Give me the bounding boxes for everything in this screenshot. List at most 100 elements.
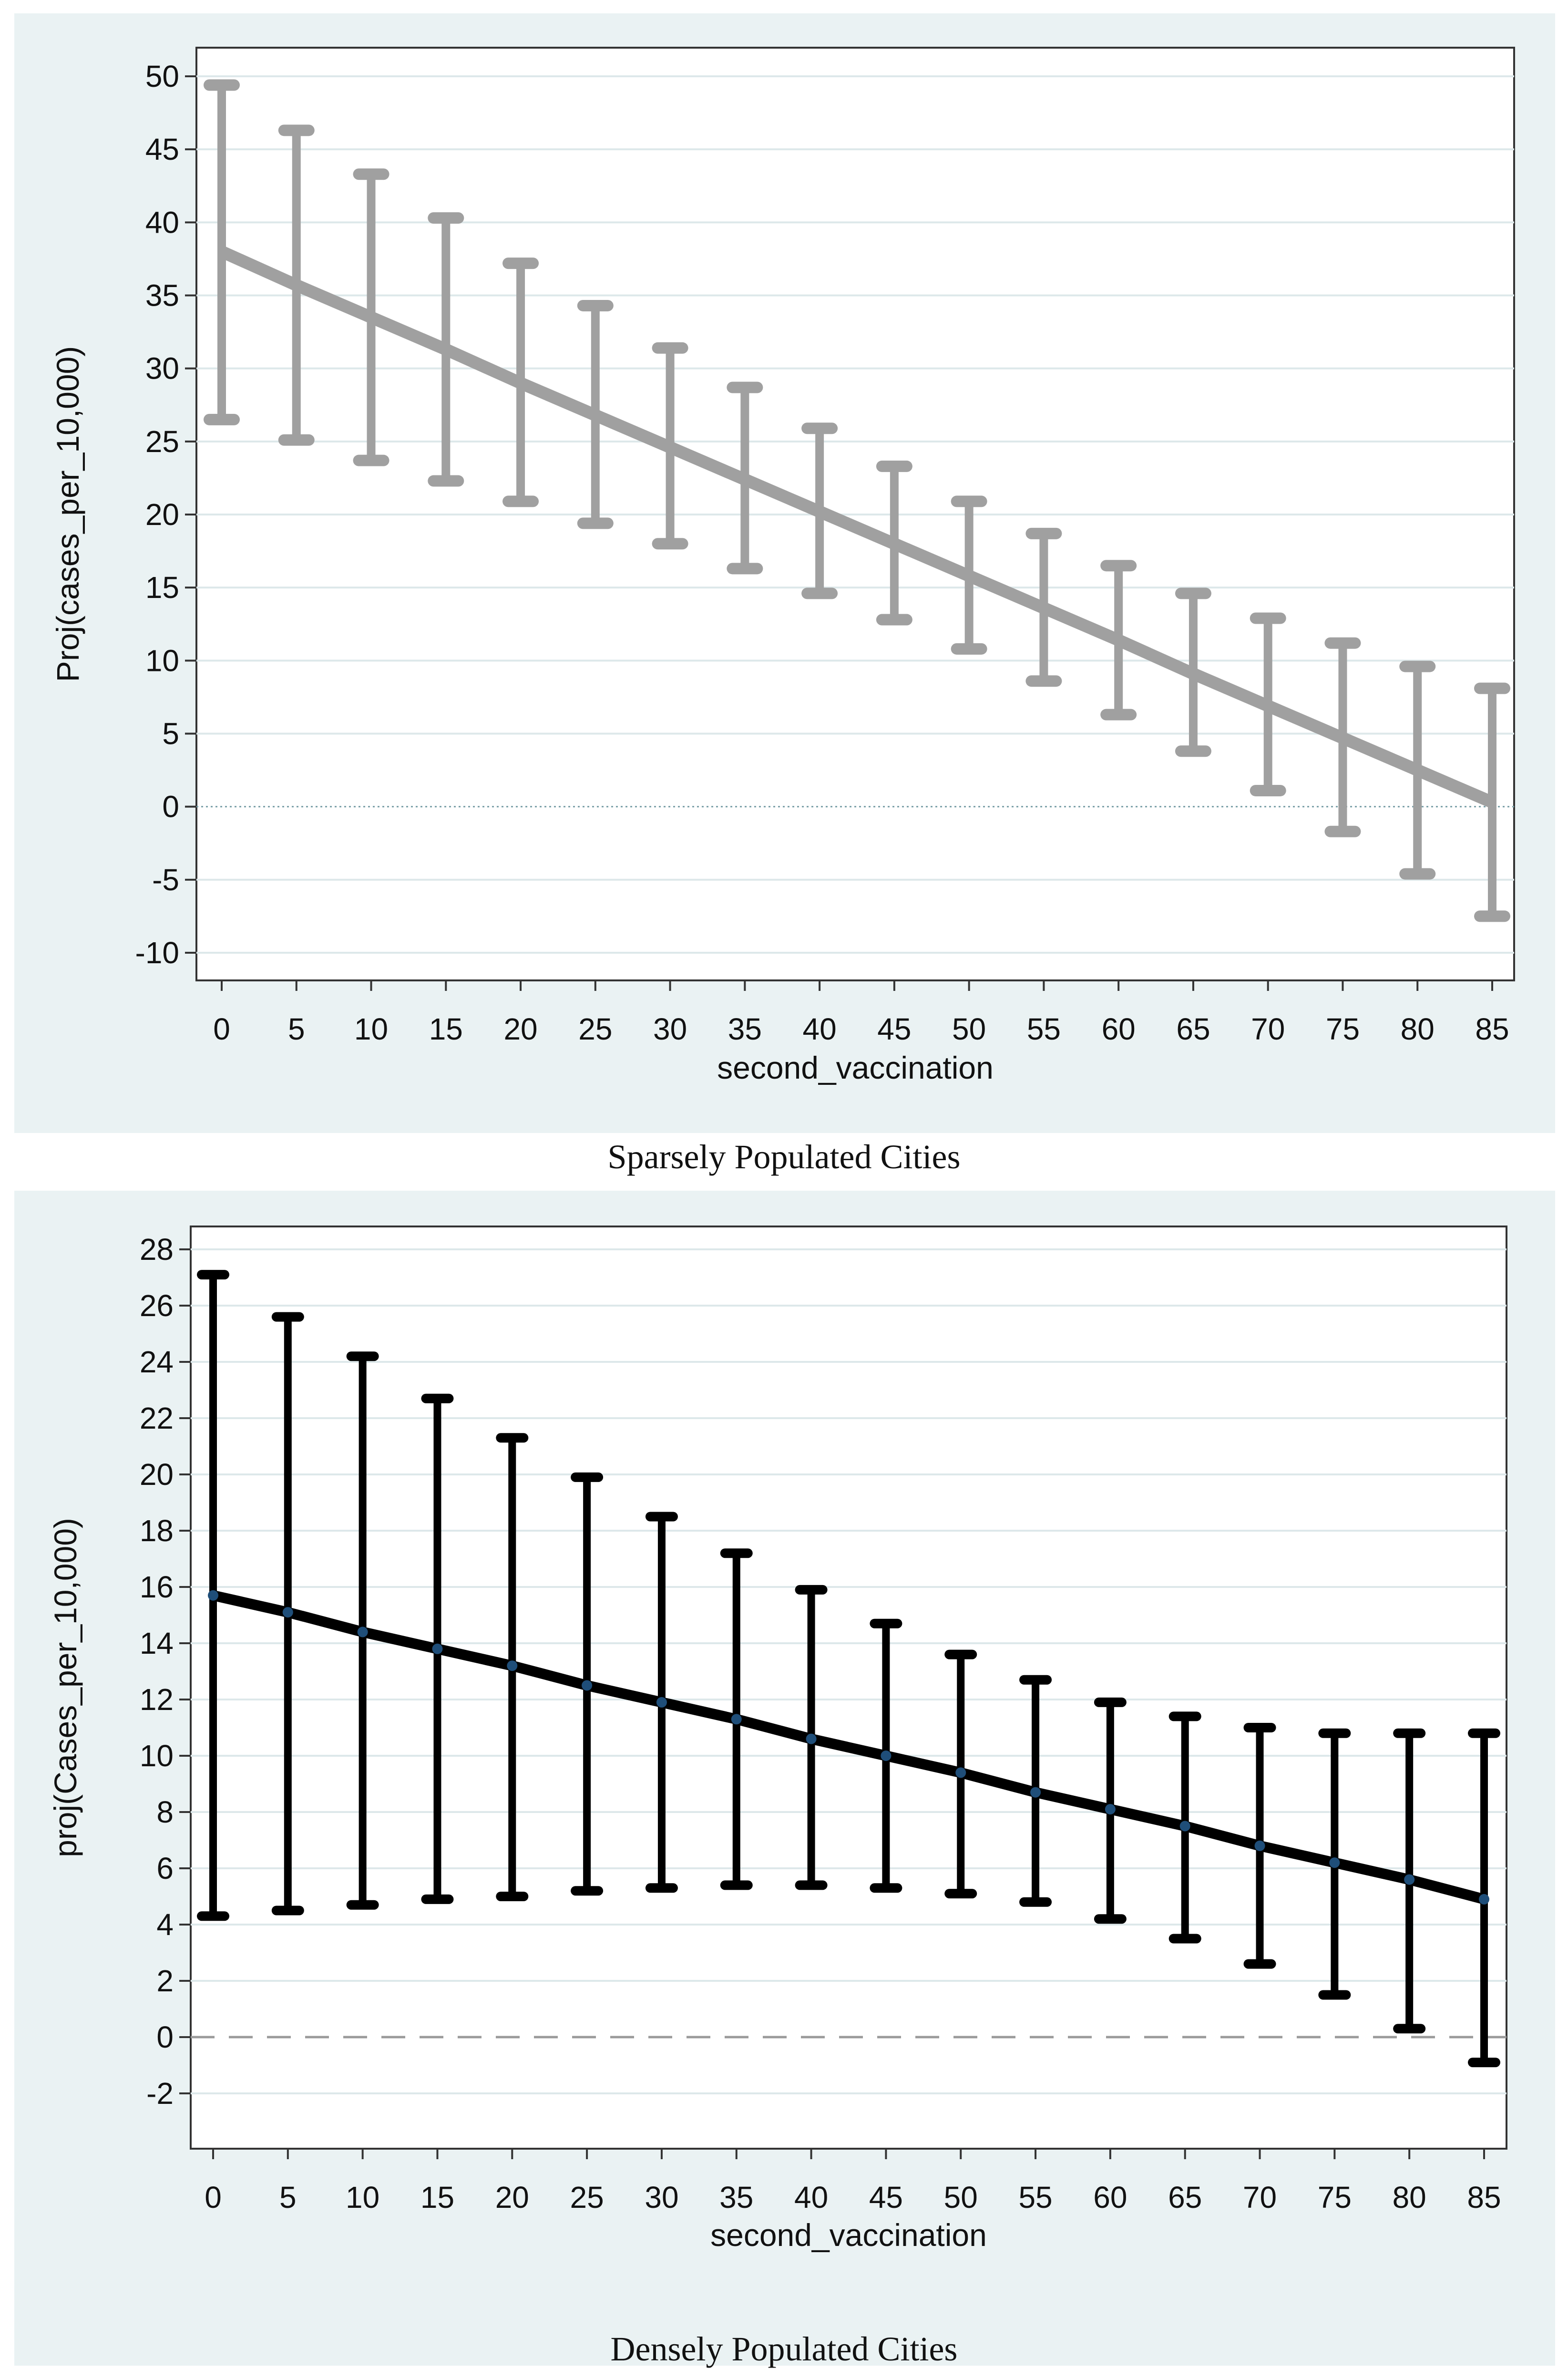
y-tick-label: 6: [156, 1851, 174, 1885]
x-tick-label: 50: [944, 2180, 978, 2214]
estimate-line: [212, 1590, 1486, 1905]
x-tick-label: 65: [1168, 2180, 1202, 2214]
x-tick-label: 15: [420, 2180, 454, 2214]
y-tick-label: 10: [145, 643, 179, 678]
estimate-point: [582, 1680, 593, 1691]
estimate-point: [656, 1697, 667, 1708]
x-tick-label: 35: [728, 1012, 762, 1046]
x-axis-title: second_vaccination: [717, 1050, 994, 1085]
x-tick-label: 0: [213, 1012, 230, 1046]
y-tick-label: 18: [140, 1514, 174, 1548]
estimate-line: [219, 246, 1495, 808]
x-tick-label: 50: [952, 1012, 986, 1046]
x-tick-label: 5: [288, 1012, 305, 1046]
estimate-point: [1479, 1894, 1489, 1905]
y-tick-label: 16: [140, 1570, 174, 1604]
y-tick-label: 26: [140, 1288, 174, 1323]
y-tick-label: 22: [140, 1401, 174, 1435]
x-tick-label: 75: [1326, 1012, 1360, 1046]
x-tick-label: 55: [1027, 1012, 1061, 1046]
estimate-point: [1105, 1804, 1116, 1815]
y-tick-label: 2: [156, 1964, 174, 1998]
x-tick-label: 20: [503, 1012, 537, 1046]
x-tick-label: 80: [1401, 1012, 1435, 1046]
estimate-point: [520, 382, 522, 384]
estimate-point: [282, 1607, 293, 1618]
estimate-point: [1030, 1787, 1041, 1798]
x-tick-label: 60: [1102, 1012, 1136, 1046]
x-tick-label: 65: [1176, 1012, 1210, 1046]
estimate-point: [1267, 705, 1269, 707]
estimate-point: [507, 1660, 518, 1671]
estimate-point: [1179, 1821, 1190, 1832]
y-tick-label: 15: [145, 570, 179, 605]
estimate-point: [955, 1767, 966, 1778]
x-tick-label: 40: [794, 2180, 828, 2214]
x-tick-label: 15: [429, 1012, 463, 1046]
x-tick-label: 30: [653, 1012, 687, 1046]
caption-dense: Densely Populated Cities: [610, 2330, 958, 2368]
estimate-point: [445, 348, 447, 350]
y-axis-title: proj(Cases_per_10,000): [48, 1518, 83, 1857]
x-tick-label: 70: [1243, 2180, 1277, 2214]
y-tick-label: 4: [156, 1907, 174, 1942]
x-tick-label: 85: [1475, 1012, 1509, 1046]
x-tick-label: 10: [354, 1012, 388, 1046]
chart-sparse: -10 -5 0 5 10 15 20 25 30 35 40 45 50 0 5 10 15 20 25 30 35 4…: [50, 47, 1515, 1085]
estimate-point: [669, 446, 671, 449]
caption-sparse: Sparsely Populated Cities: [607, 1138, 961, 1176]
estimate-point: [1416, 769, 1419, 772]
y-tick-label: 12: [140, 1682, 174, 1717]
x-tick-label: 80: [1393, 2180, 1426, 2214]
y-tick-label: 40: [145, 205, 179, 239]
x-tick-label: 60: [1093, 2180, 1127, 2214]
estimate-point: [221, 250, 223, 253]
y-tick-label: -2: [146, 2076, 174, 2111]
estimate-point: [1254, 1840, 1265, 1851]
y-tick-label: 10: [140, 1739, 174, 1773]
estimate-point: [1043, 607, 1045, 609]
estimate-point: [432, 1643, 443, 1654]
estimate-point: [968, 575, 970, 577]
x-tick-label: 30: [645, 2180, 678, 2214]
estimate-point: [370, 316, 372, 319]
estimate-point: [1329, 1857, 1340, 1868]
x-tick-label: 40: [803, 1012, 837, 1046]
y-tick-label: 8: [156, 1795, 174, 1829]
x-tick-label: 25: [570, 2180, 604, 2214]
estimate-point: [806, 1733, 817, 1744]
y-tick-label: 0: [156, 2020, 174, 2054]
x-tick-label: 45: [877, 1012, 911, 1046]
y-tick-label: 45: [145, 132, 179, 166]
y-tick-label: -5: [152, 863, 179, 897]
estimate-point: [594, 414, 596, 416]
plot-area-dense: [190, 1226, 1507, 2150]
y-tick-label: 20: [145, 497, 179, 532]
x-tick-label: 70: [1251, 1012, 1285, 1046]
y-tick-label: 25: [145, 424, 179, 459]
y-tick-label: -10: [135, 936, 180, 970]
estimate-point: [744, 478, 746, 481]
estimate-point: [1192, 672, 1194, 675]
y-tick-label: 5: [162, 717, 179, 751]
estimate-point: [1404, 1874, 1415, 1885]
x-axis-title: second_vaccination: [710, 2217, 987, 2253]
x-tick-label: 35: [719, 2180, 753, 2214]
estimate-point: [357, 1627, 368, 1638]
x-tick-label: 55: [1018, 2180, 1052, 2214]
x-tick-label: 75: [1318, 2180, 1352, 2214]
estimate-point: [1117, 639, 1120, 641]
x-tick-label: 45: [869, 2180, 903, 2214]
x-tick-label: 85: [1467, 2180, 1501, 2214]
estimate-point: [1342, 737, 1344, 739]
y-tick-label: 14: [140, 1626, 174, 1660]
estimate-point: [295, 284, 297, 287]
x-tick-label: 10: [346, 2180, 379, 2214]
estimate-point: [881, 1751, 892, 1761]
estimate-point: [893, 543, 895, 545]
x-tick-label: 5: [279, 2180, 297, 2214]
y-tick-label: 24: [140, 1345, 174, 1379]
x-tick-label: 25: [578, 1012, 612, 1046]
